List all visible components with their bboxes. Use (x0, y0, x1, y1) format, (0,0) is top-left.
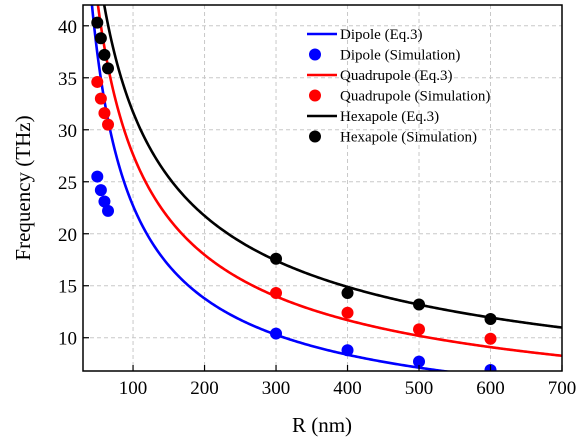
quadrupole-simulation-point (484, 332, 497, 345)
x-tick-label: 200 (190, 378, 219, 399)
dipole-simulation-point (270, 327, 283, 340)
legend-dipole-simulation-label: Dipole (Simulation) (340, 48, 460, 64)
hexapole-simulation-point (341, 287, 354, 300)
legend-quadrupole-simulation-swatch (309, 89, 321, 102)
dipole-simulation-point (102, 204, 115, 217)
x-tick-label: 600 (476, 378, 505, 399)
dipole-eq-3-line (90, 5, 453, 371)
dipole-simulation-point (413, 355, 426, 368)
quadrupole-simulation-point (413, 323, 426, 336)
quadrupole-simulation-point (102, 118, 115, 131)
legend-hexapole-eq-3-label: Hexapole (Eq.3) (340, 109, 439, 125)
hexapole-simulation-point (98, 48, 111, 61)
dipole-simulation-point (341, 344, 354, 357)
legend: Dipole (Eq.3) Dipole (Simulation) Quadrupo… (307, 27, 490, 146)
legend-quadrupole-eq-3-label: Quadrupole (Eq.3) (340, 68, 452, 84)
dipole-simulation-point (94, 184, 107, 197)
legend-dipole-eq-3-label: Dipole (Eq.3) (340, 27, 422, 43)
hexapole-simulation-point (413, 298, 426, 311)
y-tick-label: 25 (58, 173, 77, 194)
y-tick-label: 20 (58, 225, 77, 246)
dipole-simulation-point (91, 170, 104, 183)
quadrupole-simulation-point (94, 92, 107, 105)
plot-frame (82, 4, 563, 372)
x-tick-label: 100 (119, 378, 148, 399)
legend-quadrupole-simulation-label: Quadrupole (Simulation) (340, 89, 490, 105)
x-tick-label: 700 (548, 378, 577, 399)
y-tick-label: 15 (58, 277, 77, 298)
quadrupole-simulation-point (98, 107, 111, 120)
x-tick-label: 300 (262, 378, 291, 399)
quadrupole-simulation-point (270, 287, 283, 300)
hexapole-simulation-point (484, 313, 497, 326)
hexapole-simulation-point (270, 252, 283, 265)
legend-hexapole-simulation-label: Hexapole (Simulation) (340, 130, 477, 146)
y-tick-label: 30 (58, 121, 77, 142)
x-axis-title: R (nm) (292, 413, 352, 437)
y-tick-label: 10 (58, 329, 77, 350)
y-tick-label: 40 (58, 17, 77, 38)
hexapole-eq-3-line (102, 5, 562, 329)
axes: 100 200 300 400 500 600 700 10 15 20 25 30 35 40 (58, 17, 576, 399)
plot-series (90, 5, 562, 371)
legend-dipole-simulation-swatch (309, 48, 321, 61)
quadrupole-simulation-point (91, 75, 104, 88)
y-axis-title: Frequency (THz) (11, 115, 35, 260)
y-tick-label: 35 (58, 69, 77, 90)
plot-background (83, 5, 562, 371)
quadrupole-eq-3-line (96, 5, 562, 358)
x-tick-label: 500 (405, 378, 434, 399)
legend-hexapole-simulation-swatch (309, 130, 321, 143)
x-tick-label: 400 (333, 378, 362, 399)
dipole-simulation-point (98, 195, 111, 208)
hexapole-simulation-point (102, 62, 115, 75)
hexapole-simulation-point (94, 32, 107, 45)
hexapole-simulation-point (91, 16, 104, 29)
quadrupole-simulation-point (341, 306, 354, 319)
